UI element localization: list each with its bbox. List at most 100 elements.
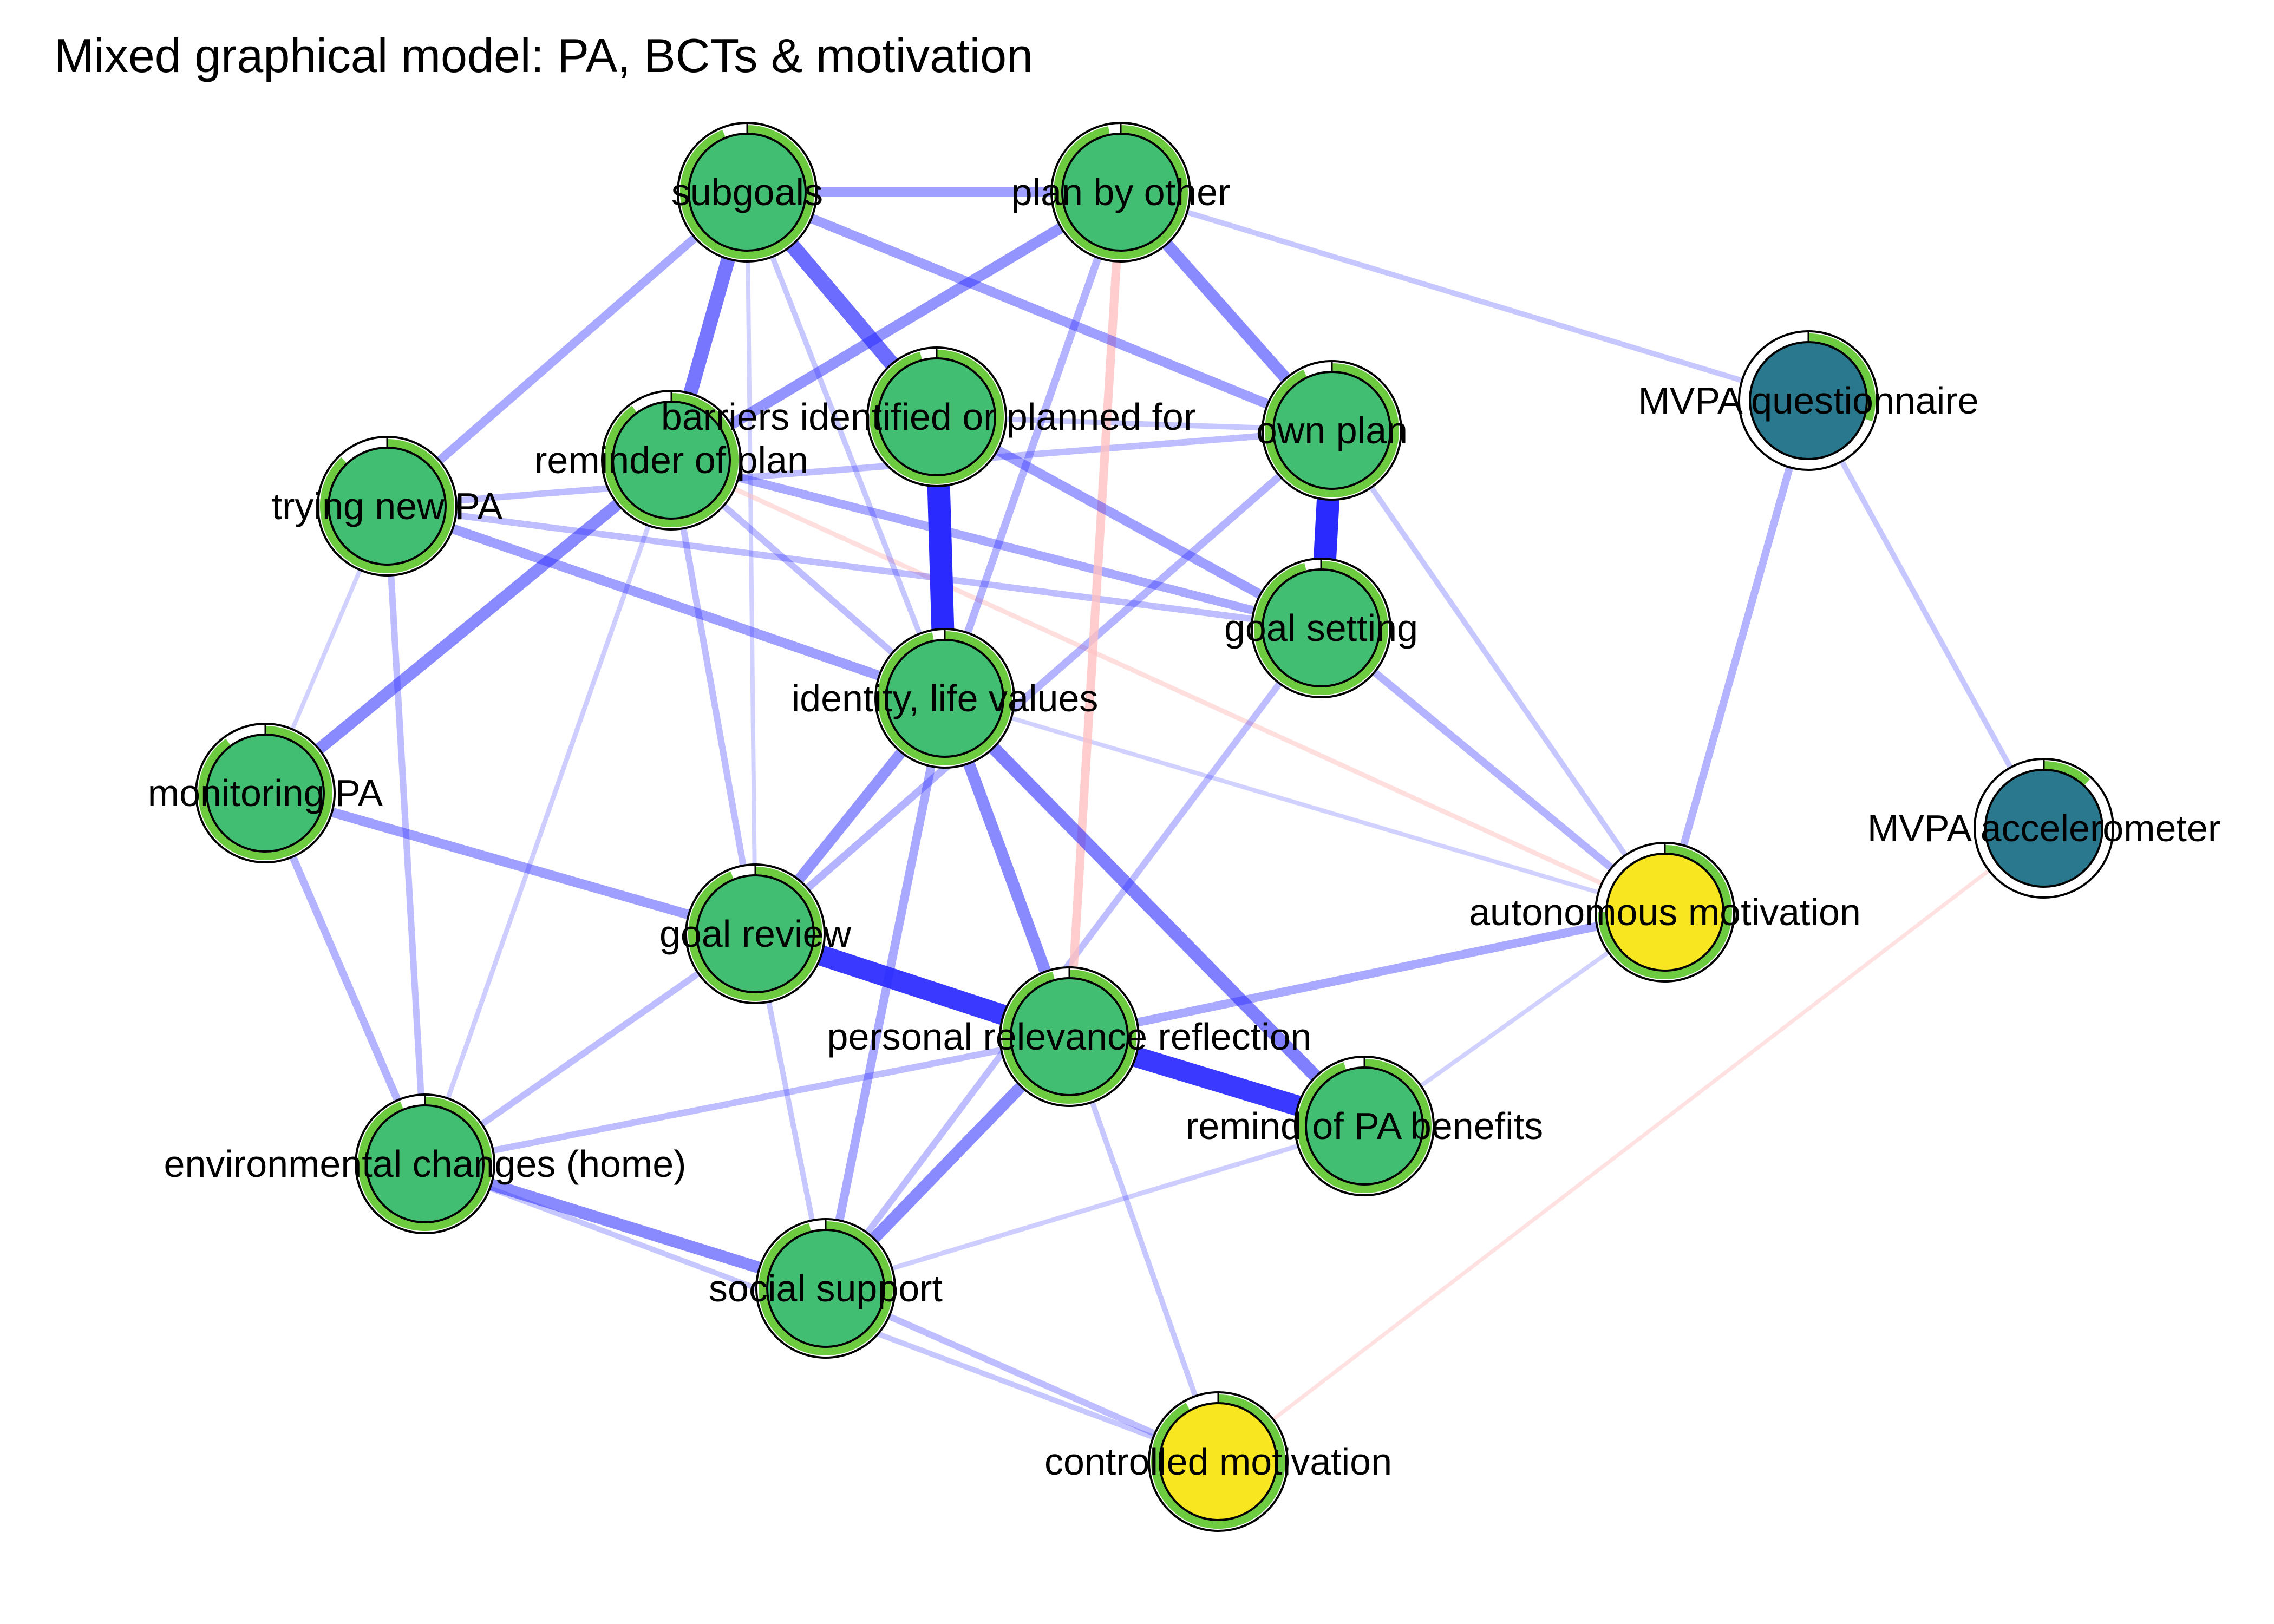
node-label-monitoring_pa: monitoring PA (148, 772, 383, 814)
node-goal_review[interactable] (685, 863, 826, 1004)
node-remind_benefits[interactable] (1294, 1056, 1435, 1196)
node-personal_relevance[interactable] (999, 966, 1140, 1107)
predictability-ring (1598, 845, 1732, 979)
chart-title: Mixed graphical model: PA, BCTs & motiva… (54, 29, 1033, 82)
edge-reminder_of_plan-goal_setting (670, 456, 1323, 632)
edge-mvpa_questionnaire-autonomous_motivation (1661, 400, 1812, 913)
node-fill (612, 401, 731, 520)
node-barriers[interactable] (866, 346, 1007, 487)
node-label-mvpa_accelerometer: MVPA accelerometer (1867, 807, 2220, 849)
predictability-ring (1054, 125, 1188, 259)
node-fill (877, 357, 996, 476)
node-autonomous_motivation[interactable] (1595, 842, 1735, 983)
edge-env_changes-personal_relevance (424, 1033, 1070, 1167)
predictability-ring (1151, 1394, 1285, 1529)
edge-goal_setting-autonomous_motivation (1318, 625, 1668, 915)
node-label-controlled_motivation: controlled motivation (1044, 1440, 1392, 1483)
edge-identity-social_support (821, 697, 949, 1289)
node-fill (1305, 1066, 1424, 1186)
node-fill (885, 639, 1004, 758)
predictability-ring (1254, 561, 1388, 695)
node-label-barriers: barriers identified or planned for (661, 396, 1196, 438)
edge-barriers-goal_setting (934, 412, 1324, 632)
node-env_changes[interactable] (355, 1093, 495, 1234)
edge-trying_new_pa-env_changes (384, 506, 428, 1164)
node-label-personal_relevance: personal relevance reflection (827, 1016, 1312, 1058)
node-fill (365, 1104, 485, 1223)
node-label-goal_review: goal review (659, 913, 852, 955)
edge-own_plan-goal_review (753, 427, 1335, 937)
edge-plan_by_other-reminder_of_plan (668, 187, 1124, 465)
node-subgoals[interactable] (677, 122, 818, 263)
edge-mvpa_accelerometer-controlled_motivation (1217, 827, 2046, 1463)
node-fill (1159, 1402, 1278, 1521)
node-fill (1010, 977, 1129, 1096)
edge-identity-remind_benefits (940, 693, 1369, 1131)
node-fill (696, 874, 815, 993)
edge-social_support-controlled_motivation (824, 1285, 1220, 1465)
node-mvpa_accelerometer[interactable] (1974, 758, 2114, 899)
node-label-plan_by_other: plan by other (1011, 171, 1231, 213)
predictability-ring (688, 867, 822, 1001)
edge-identity-autonomous_motivation (944, 696, 1666, 914)
predictability-ring (759, 1221, 893, 1355)
edge-trying_new_pa-own_plan (387, 427, 1332, 509)
edge-plan_by_other-mvpa_questionnaire (1120, 189, 1809, 403)
predictability-ring (1808, 333, 1876, 422)
node-reminder_of_plan[interactable] (601, 390, 742, 531)
node-fill (328, 447, 447, 566)
predictability-ring (870, 350, 1004, 484)
node-goal_setting[interactable] (1251, 558, 1391, 698)
node-label-trying_new_pa: trying new PA (272, 485, 503, 527)
edge-own_plan-autonomous_motivation (1329, 429, 1668, 914)
edge-reminder_of_plan-env_changes (422, 459, 674, 1165)
edge-personal_relevance-autonomous_motivation (1068, 908, 1666, 1041)
node-label-mvpa_questionnaire: MVPA questionnaire (1638, 379, 1978, 422)
edge-plan_by_other-personal_relevance (1065, 192, 1125, 1037)
node-label-identity: identity, life values (792, 677, 1099, 719)
edge-subgoals-identity (744, 191, 948, 699)
node-identity[interactable] (874, 628, 1015, 769)
node-fill (766, 1229, 885, 1348)
edge-reminder_of_plan-goal_review (668, 459, 759, 935)
node-mvpa_questionnaire[interactable] (1738, 330, 1879, 471)
node-label-env_changes: environmental changes (home) (164, 1143, 687, 1185)
node-fill (1749, 341, 1868, 460)
node-label-subgoals: subgoals (671, 171, 823, 213)
node-label-social_support: social support (709, 1267, 943, 1309)
edge-subgoals-goal_review (745, 192, 757, 934)
edge-social_support-remind_benefits (825, 1123, 1365, 1291)
predictability-ring (2043, 761, 2090, 785)
node-fill (1605, 853, 1724, 972)
edge-mvpa_questionnaire-mvpa_accelerometer (1806, 399, 2047, 830)
node-controlled_motivation[interactable] (1148, 1391, 1289, 1532)
predictability-ring (1297, 1059, 1432, 1193)
node-plan_by_other[interactable] (1050, 122, 1191, 263)
edge-trying_new_pa-goal_setting (387, 503, 1322, 631)
predictability-ring (320, 439, 454, 573)
edge-reminder_of_plan-monitoring_pa (262, 455, 675, 798)
node-label-reminder_of_plan: reminder of plan (534, 439, 808, 481)
node-fill (688, 133, 807, 252)
edge-plan_by_other-identity (941, 191, 1125, 700)
node-fill (1272, 371, 1391, 490)
predictability-ring (198, 726, 332, 860)
edge-subgoals-own_plan (745, 187, 1334, 435)
node-fill (1061, 133, 1180, 252)
predictability-ring (680, 125, 814, 259)
node-social_support[interactable] (755, 1218, 896, 1359)
predictability-ring (1265, 363, 1399, 497)
node-label-own_plan: own plan (1256, 409, 1408, 451)
predictability-ring (604, 393, 739, 527)
predictability-ring (358, 1097, 492, 1231)
node-label-autonomous_motivation: autonomous motivation (1469, 891, 1861, 933)
edge-subgoals-trying_new_pa (384, 188, 750, 510)
node-own_plan[interactable] (1262, 360, 1402, 501)
edge-trying_new_pa-identity (385, 501, 946, 703)
node-trying_new_pa[interactable] (317, 436, 458, 577)
predictability-ring (878, 631, 1012, 765)
node-label-goal_setting: goal setting (1224, 607, 1418, 649)
edge-personal_relevance-controlled_motivation (1067, 1036, 1221, 1463)
node-monitoring_pa[interactable] (195, 723, 336, 863)
